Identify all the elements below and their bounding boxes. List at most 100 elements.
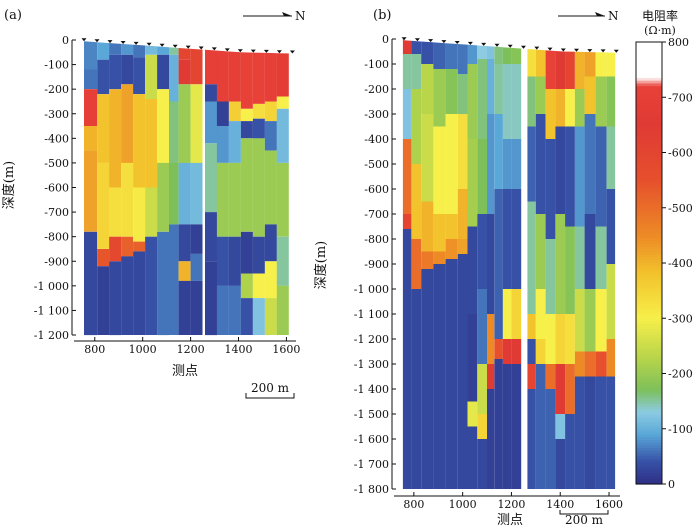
colorbar-segment (636, 456, 662, 460)
survey-station-marker (587, 49, 593, 53)
colorbar-segment (636, 301, 662, 306)
resistivity-cell (84, 150, 98, 232)
resistivity-cell (228, 285, 241, 335)
resistivity-cell (606, 189, 616, 264)
survey-station-marker (521, 45, 526, 49)
resistivity-cell (502, 139, 512, 189)
resistivity-cell (157, 54, 170, 90)
resistivity-cell (527, 39, 536, 77)
colorbar-segment (636, 169, 662, 173)
resistivity-cell (190, 253, 203, 281)
colorbar-segment (636, 459, 662, 463)
colorbar-segment (636, 235, 662, 239)
colorbar-segment (636, 356, 662, 361)
resistivity-cell (565, 414, 575, 489)
y-tick-label: -1 100 (354, 308, 389, 321)
colorbar-tick-label: 0 (668, 478, 675, 491)
colorbar-segment (636, 334, 662, 339)
resistivity-cell (606, 339, 616, 377)
resistivity-cell (487, 364, 495, 389)
resistivity-cell (97, 40, 110, 60)
colorbar-segment (636, 210, 662, 214)
colorbar-tick-label: -100 (668, 423, 693, 436)
colorbar-segment (636, 102, 662, 107)
x-tick-label: 1000 (449, 498, 477, 511)
colorbar-segment (636, 359, 662, 364)
resistivity-cell (276, 40, 289, 97)
resistivity-cell (276, 108, 289, 163)
y-tick-label: -500 (364, 158, 389, 171)
resistivity-cell (527, 76, 536, 127)
colorbar-segment (636, 94, 662, 98)
resistivity-cell (109, 54, 122, 90)
resistivity-cell (584, 376, 596, 489)
colorbar-segment (636, 298, 662, 303)
resistivity-cell (411, 39, 422, 54)
resistivity-cell (565, 126, 575, 227)
y-tick-label: -100 (364, 58, 389, 71)
resistivity-cell (545, 39, 556, 89)
colorbar-segment (636, 417, 662, 422)
resistivity-cell (205, 84, 217, 102)
resistivity-cell (276, 162, 289, 237)
resistivity-cell (178, 280, 191, 335)
resistivity-cell (606, 376, 616, 489)
colorbar-segment (636, 44, 662, 49)
colorbar-segment (636, 42, 662, 46)
resistivity-cell (433, 39, 446, 69)
colorbar-segment (636, 370, 662, 375)
survey-station-marker (428, 39, 434, 43)
resistivity-cell (178, 59, 191, 85)
resistivity-cell (178, 47, 191, 60)
resistivity-cell (574, 39, 585, 89)
topography-mask (78, 34, 296, 54)
resistivity-cell (411, 54, 422, 89)
colorbar-segment (636, 384, 662, 388)
y-tick-label: -500 (44, 157, 69, 170)
resistivity-cell (411, 164, 422, 239)
x-tick-label: 1600 (595, 498, 623, 511)
colorbar-segment (636, 80, 662, 85)
y-tick-label: -1 700 (354, 458, 389, 471)
y-tick-label: 0 (382, 33, 389, 46)
colorbar-segment (636, 287, 662, 292)
colorbar-segment (636, 276, 662, 281)
y-tick-label: -600 (44, 182, 69, 195)
resistivity-cells-a (78, 34, 296, 337)
resistivity-cell (445, 239, 458, 259)
colorbar-segment (636, 207, 662, 212)
y-tick-label: -1 500 (354, 408, 389, 421)
resistivity-cell (121, 84, 134, 163)
resistivity-cell (84, 40, 98, 70)
colorbar-segment (636, 77, 662, 82)
resistivity-cell (457, 39, 468, 74)
resistivity-cell (502, 39, 512, 64)
resistivity-cell (84, 126, 98, 151)
resistivity-cell (595, 76, 607, 127)
resistivity-cell (216, 162, 229, 237)
colorbar-segment (636, 146, 662, 151)
resistivity-cell (555, 439, 566, 489)
y-tick-label: -100 (44, 59, 69, 72)
resistivity-cell (109, 89, 122, 188)
y-tick-label: -200 (364, 83, 389, 96)
resistivity-cell (264, 261, 277, 299)
resistivity-cell (535, 339, 546, 364)
resistivity-cell (595, 39, 607, 77)
resistivity-cell (595, 226, 607, 289)
resistivity-cell (190, 280, 203, 335)
y-tick-label: -1 000 (354, 283, 389, 296)
resistivity-cell (411, 89, 422, 164)
colorbar-segment (636, 268, 662, 272)
resistivity-cell (240, 298, 253, 335)
colorbar-segment (636, 213, 662, 217)
colorbar-segment (636, 55, 662, 60)
resistivity-cell (457, 74, 468, 114)
resistivity-cell (145, 187, 158, 237)
colorbar-segment (636, 86, 662, 90)
colorbar-segment (636, 265, 662, 270)
resistivity-cell (276, 285, 289, 335)
resistivity-cell (511, 189, 522, 289)
colorbar-segment (636, 450, 662, 455)
